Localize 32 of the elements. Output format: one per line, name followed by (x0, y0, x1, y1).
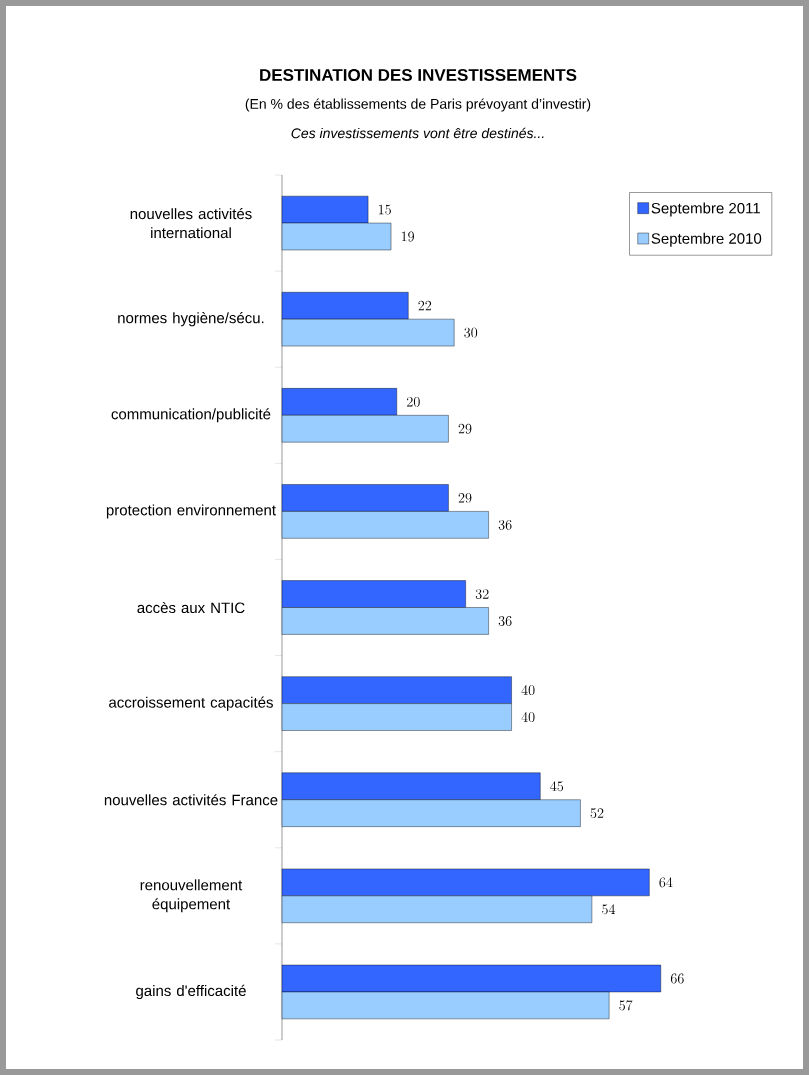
y-tick-label: nouvelles activités international (130, 207, 252, 239)
legend-label: Septembre 2010 (651, 232, 762, 247)
data-label: 52 (590, 808, 604, 819)
data-label: 40 (521, 685, 535, 696)
data-label: 66 (670, 973, 684, 984)
y-tick-label: accès aux NTIC (137, 601, 245, 614)
legend-label: Septembre 2011 (651, 202, 760, 217)
data-label: 19 (401, 231, 414, 242)
data-label: 22 (418, 300, 432, 311)
y-tick-label: protection environnement (106, 504, 276, 519)
y-tick-label: communication/publicité (111, 408, 271, 423)
data-label: 57 (619, 1000, 633, 1011)
data-label: 15 (378, 204, 391, 215)
y-tick-label: renouvellement équipement (140, 879, 243, 913)
y-tick-label: normes hygiène/sécu. (118, 312, 264, 327)
data-label: 40 (521, 712, 535, 722)
y-tick-label: gains d'efficacité (136, 984, 246, 1000)
chart-title: DESTINATION DES INVESTISSEMENTS (260, 68, 577, 82)
text: Ces investissements vont être destinés... (291, 127, 544, 139)
data-label: 29 (458, 423, 472, 434)
data-label: 32 (475, 589, 489, 599)
data-label: 36 (498, 616, 512, 626)
data-label: 64 (659, 877, 673, 888)
data-label: 29 (458, 493, 472, 503)
data-label: 36 (498, 519, 512, 530)
y-tick-label: nouvelles activités France (104, 794, 278, 806)
data-label: 20 (407, 396, 420, 407)
data-label: 45 (550, 781, 564, 792)
y-tick-label: accroissement capacités (109, 696, 273, 711)
data-label: 30 (464, 327, 478, 338)
data-label: 54 (602, 904, 616, 915)
chart-subtitle: (En % des établissements de Paris prévoyant d’investir) (245, 98, 591, 112)
